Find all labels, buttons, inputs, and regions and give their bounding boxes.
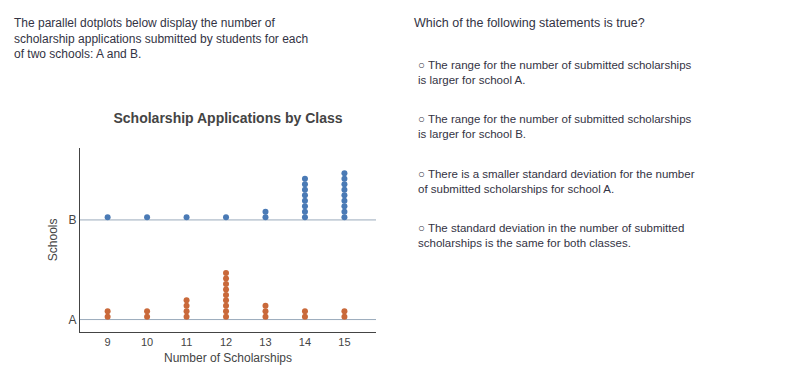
svg-text:10: 10 xyxy=(141,336,153,348)
svg-text:12: 12 xyxy=(220,336,232,348)
svg-text:○ The range for the number of: ○ The range for the number of submitted … xyxy=(418,113,692,140)
svg-text:○ The range for the number of: ○ The range for the number of submitted … xyxy=(418,59,692,86)
svg-text:Scholarship Applications by Cl: Scholarship Applications by Class xyxy=(114,110,343,126)
svg-text:Which of the following stateme: Which of the following statements is tru… xyxy=(414,16,645,30)
svg-text:B: B xyxy=(69,213,77,227)
svg-text:13: 13 xyxy=(259,336,271,348)
svg-text:The parallel dotplots below di: The parallel dotplots below display the … xyxy=(14,16,308,61)
svg-text:A: A xyxy=(69,313,77,327)
svg-text:○ There is a smaller standard: ○ There is a smaller standard deviation … xyxy=(418,168,695,195)
svg-text:Schools: Schools xyxy=(46,218,60,261)
svg-text:Number of Scholarships: Number of Scholarships xyxy=(164,351,292,365)
svg-text:○ The standard deviation in th: ○ The standard deviation in the number o… xyxy=(418,222,684,249)
svg-text:9: 9 xyxy=(105,336,111,348)
svg-text:14: 14 xyxy=(299,336,311,348)
svg-text:11: 11 xyxy=(181,336,192,348)
svg-text:15: 15 xyxy=(338,336,350,348)
